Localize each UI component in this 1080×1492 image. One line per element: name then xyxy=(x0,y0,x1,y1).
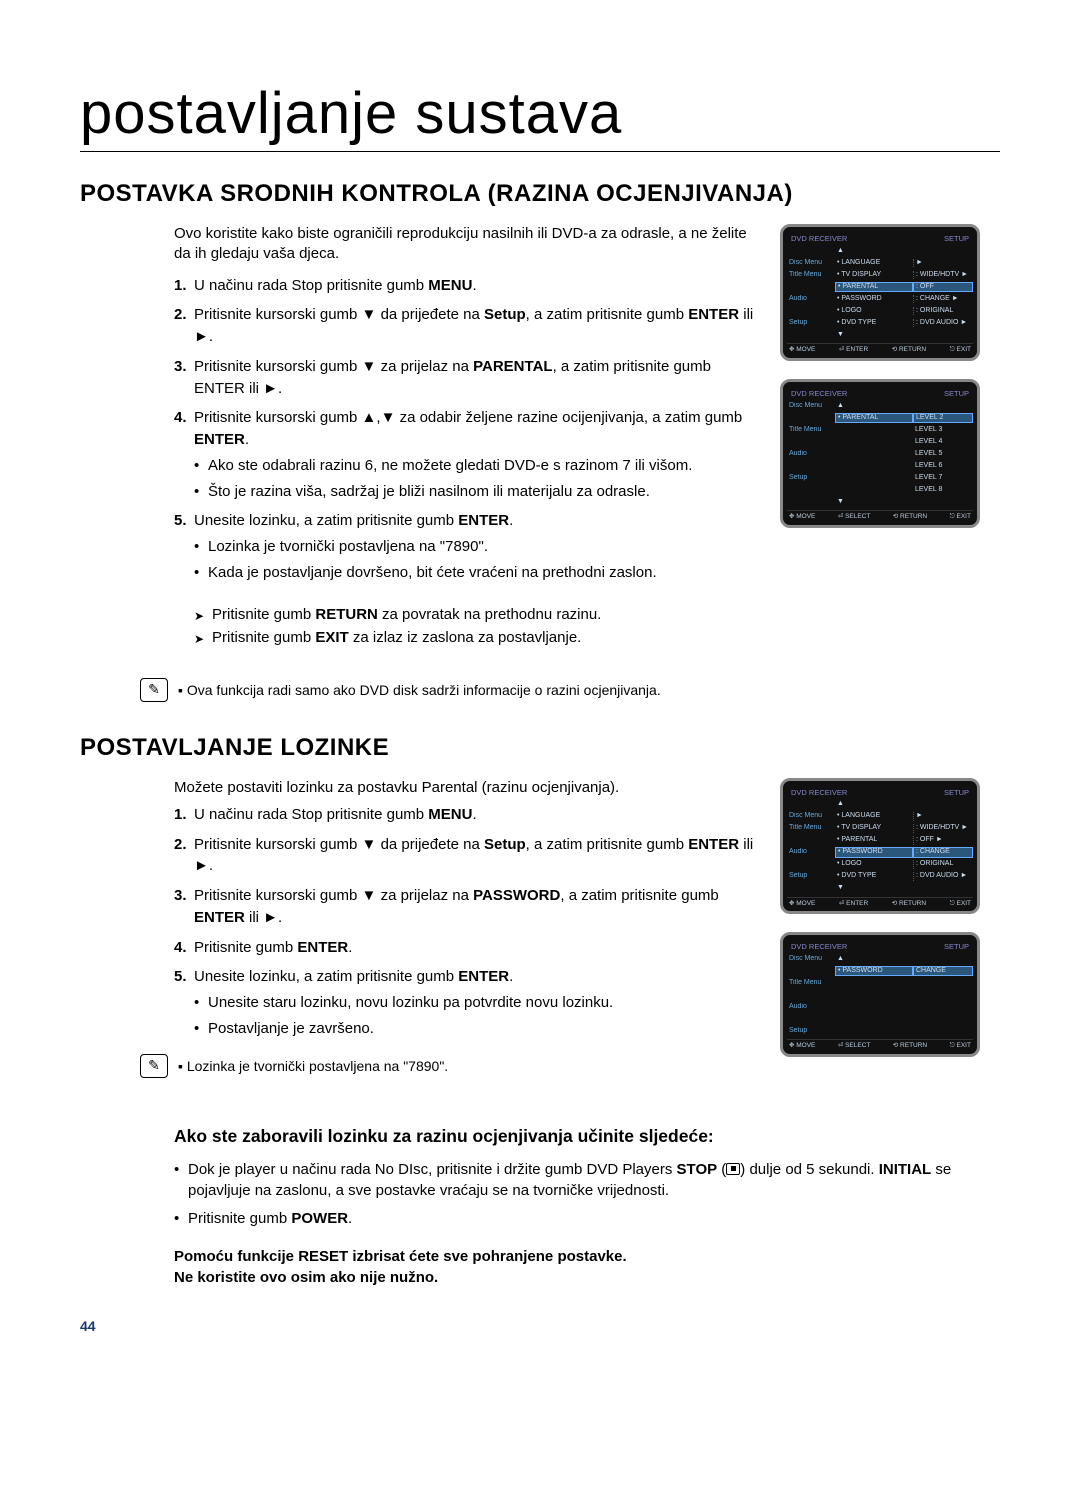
step-item: 4.Pritisnite gumb ENTER. xyxy=(174,937,756,959)
arrow-line: Pritisnite gumb EXIT za izlaz iz zaslona… xyxy=(194,629,756,646)
step-subitem: Ako ste odabrali razinu 6, ne možete gle… xyxy=(194,455,756,477)
note-icon: ✎ xyxy=(140,1054,168,1078)
dvd-screenshot-4: DVD RECEIVERSETUPDisc Menu▲• PASSWORDCHA… xyxy=(780,932,980,1057)
stop-icon xyxy=(726,1163,740,1175)
section1-note-row: ✎ Ova funkcija radi samo ako DVD disk sa… xyxy=(140,678,1000,702)
step-subitem: Unesite staru lozinku, novu lozinku pa p… xyxy=(194,992,756,1014)
dvd-screenshot-1: DVD RECEIVERSETUP▲Disc Menu• LANGUAGE►Ti… xyxy=(780,224,980,361)
step-item: 1.U načinu rada Stop pritisnite gumb MEN… xyxy=(174,804,756,826)
note-icon: ✎ xyxy=(140,678,168,702)
step-item: 2.Pritisnite kursorski gumb ▼ da prijeđe… xyxy=(174,834,756,878)
section1-note: Ova funkcija radi samo ako DVD disk sadr… xyxy=(178,682,661,698)
step-subitem: Što je razina viša, sadržaj je bliži nas… xyxy=(194,481,756,503)
section2-note-row: ✎ Lozinka je tvornički postavljena na "7… xyxy=(140,1054,756,1078)
warn-line-2: Ne koristite ovo osim ako nije nužno. xyxy=(174,1267,1000,1288)
page-title: postavljanje sustava xyxy=(80,80,1000,152)
step-subitem: Kada je postavljanje dovršeno, bit ćete … xyxy=(194,562,756,584)
dvd-screenshot-3: DVD RECEIVERSETUP▲Disc Menu• LANGUAGE►Ti… xyxy=(780,778,980,915)
step-item: 3.Pritisnite kursorski gumb ▼ za prijela… xyxy=(174,885,756,929)
page-number: 44 xyxy=(80,1318,1000,1334)
section3-heading: Ako ste zaboravili lozinku za razinu ocj… xyxy=(174,1126,1000,1147)
step-item: 5.Unesite lozinku, a zatim pritisnite gu… xyxy=(174,966,756,1039)
section2-heading: POSTAVLJANJE LOZINKE xyxy=(80,734,1000,762)
section2-note: Lozinka je tvornički postavljena na "789… xyxy=(178,1058,448,1074)
section2-steps: 1.U načinu rada Stop pritisnite gumb MEN… xyxy=(174,804,756,1040)
step-item: 4.Pritisnite kursorski gumb ▲,▼ za odabi… xyxy=(174,407,756,502)
step-subitem: Lozinka je tvornički postavljena na "789… xyxy=(194,536,756,558)
section1-heading: POSTAVKA SRODNIH KONTROLA (RAZINA OCJENJ… xyxy=(80,180,1000,208)
section1-steps: 1.U načinu rada Stop pritisnite gumb MEN… xyxy=(174,275,756,584)
section3-list: Dok je player u načinu rada No DIsc, pri… xyxy=(174,1159,1000,1230)
dvd-screenshot-2: DVD RECEIVERSETUPDisc Menu▲• PARENTALLEV… xyxy=(780,379,980,528)
warn-line-1: Pomoću funkcije RESET izbrisat ćete sve … xyxy=(174,1246,1000,1267)
step-item: 2.Pritisnite kursorski gumb ▼ da prijeđe… xyxy=(174,304,756,348)
step-item: 3.Pritisnite kursorski gumb ▼ za prijela… xyxy=(174,356,756,400)
section1-intro: Ovo koristite kako biste ograničili repr… xyxy=(174,224,756,265)
section2-intro: Možete postaviti lozinku za postavku Par… xyxy=(174,778,756,798)
arrow-line: Pritisnite gumb RETURN za povratak na pr… xyxy=(194,606,756,623)
reset-warning: Pomoću funkcije RESET izbrisat ćete sve … xyxy=(174,1246,1000,1288)
section3-bullet-2: Pritisnite gumb POWER. xyxy=(174,1208,1000,1230)
step-item: 5.Unesite lozinku, a zatim pritisnite gu… xyxy=(174,510,756,583)
section3-bullet-1: Dok je player u načinu rada No DIsc, pri… xyxy=(174,1159,1000,1203)
step-subitem: Postavljanje je završeno. xyxy=(194,1018,756,1040)
step-item: 1.U načinu rada Stop pritisnite gumb MEN… xyxy=(174,275,756,297)
